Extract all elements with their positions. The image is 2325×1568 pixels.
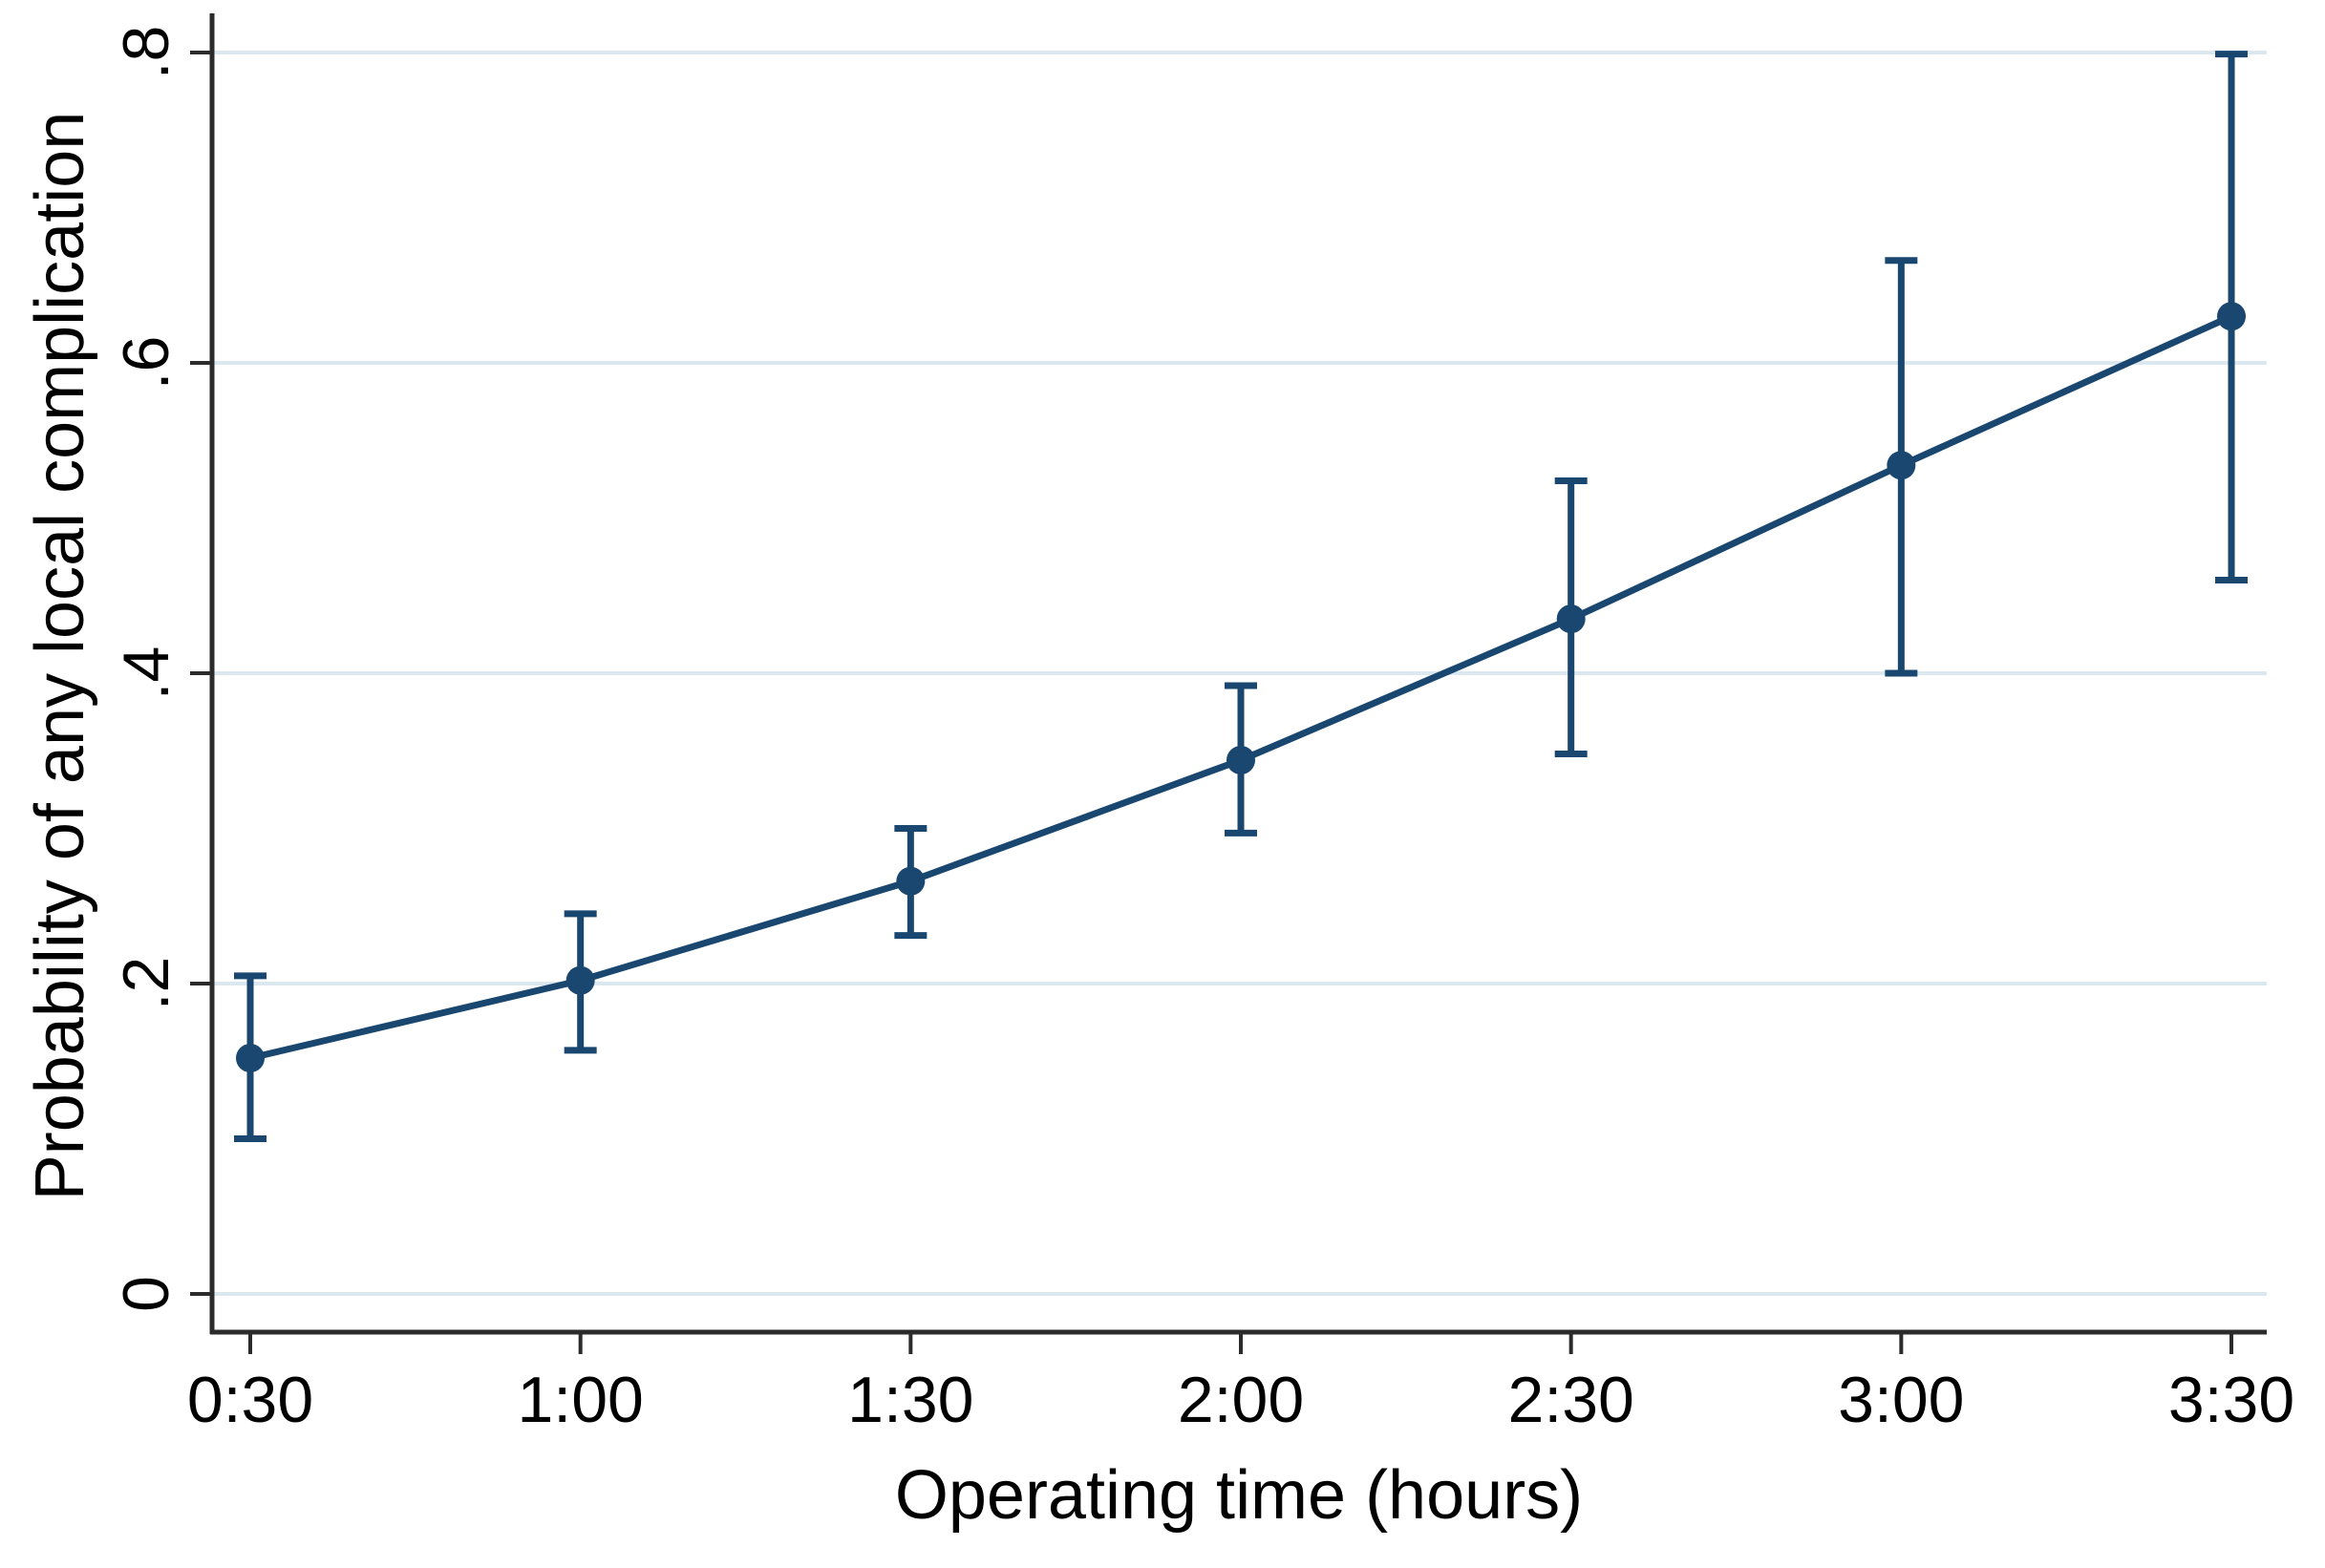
- y-tick-label: .2: [110, 957, 182, 1011]
- x-tick-label: 1:00: [517, 1364, 643, 1436]
- data-point-marker: [1887, 451, 1916, 480]
- y-tick-label: .8: [110, 26, 182, 80]
- y-tick-label: .6: [110, 336, 182, 391]
- y-tick-label: 0: [110, 1276, 182, 1312]
- x-tick-label: 1:30: [847, 1364, 973, 1436]
- data-point-marker: [1226, 746, 1256, 774]
- y-tick-label: .4: [110, 646, 182, 701]
- x-axis-title: Operating time (hours): [895, 1457, 1583, 1534]
- data-point-marker: [1556, 604, 1586, 634]
- x-tick-label: 3:30: [2168, 1364, 2294, 1436]
- x-tick-label: 0:30: [187, 1364, 313, 1436]
- data-point-marker: [896, 866, 926, 896]
- x-tick-label: 2:00: [1178, 1364, 1304, 1436]
- x-tick-label: 2:30: [1508, 1364, 1634, 1436]
- data-point-marker: [2217, 302, 2247, 331]
- series-layer: [234, 51, 2249, 1142]
- axis-layer: 0 .2 .4 .6 .8 0:30 1:00 1:30 2:00 2:30 3:00 3:30: [110, 13, 2294, 1436]
- data-point-marker: [565, 965, 595, 995]
- y-axis-title: Probability of any local complication: [22, 112, 98, 1201]
- data-point-marker: [236, 1044, 265, 1072]
- grid-layer: [214, 51, 2267, 1296]
- x-tick-label: 3:00: [1838, 1364, 1964, 1436]
